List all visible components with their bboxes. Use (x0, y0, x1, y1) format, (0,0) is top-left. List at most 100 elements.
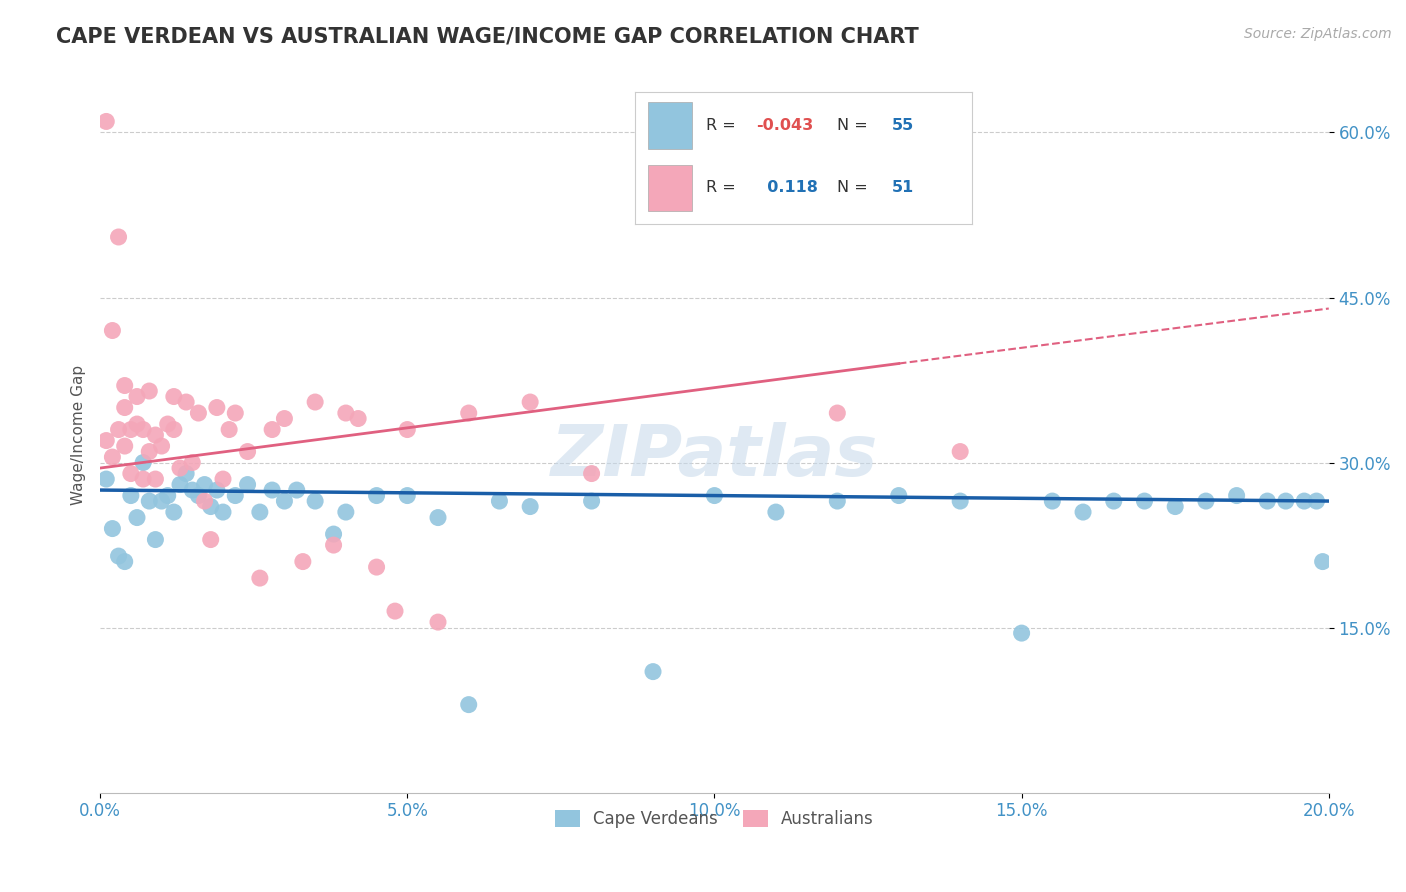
Point (96, 434, 118, 448)
Point (1312, 555, 1334, 569)
Point (156, 489, 179, 503)
Point (1256, 494, 1278, 508)
Point (703, 489, 725, 503)
Point (107, 423, 129, 437)
Point (174, 395, 197, 409)
Point (224, 489, 246, 503)
Point (827, 494, 849, 508)
Text: Source: ZipAtlas.com: Source: ZipAtlas.com (1244, 27, 1392, 41)
Point (488, 494, 510, 508)
Point (262, 483, 284, 497)
Point (1274, 494, 1296, 508)
Point (519, 395, 541, 409)
Point (125, 417, 148, 431)
Point (145, 428, 167, 442)
Point (107, 230, 129, 244)
Point (1133, 494, 1156, 508)
Point (457, 406, 479, 420)
Point (187, 489, 209, 503)
Point (193, 494, 215, 508)
Point (132, 423, 155, 437)
Point (457, 698, 479, 712)
Point (765, 505, 787, 519)
Point (181, 483, 204, 497)
Point (200, 500, 222, 514)
Point (138, 444, 160, 458)
Point (224, 406, 246, 420)
Point (101, 522, 124, 536)
Point (236, 444, 259, 458)
Point (114, 439, 136, 453)
Point (114, 378, 136, 392)
Text: ZIPatlas: ZIPatlas (551, 422, 879, 491)
Point (1305, 494, 1327, 508)
Point (519, 500, 541, 514)
Point (285, 483, 308, 497)
Point (1040, 494, 1063, 508)
Point (1164, 500, 1187, 514)
Point (949, 444, 972, 458)
Point (304, 494, 326, 508)
Point (384, 604, 406, 618)
Point (156, 417, 179, 431)
Point (107, 549, 129, 563)
Point (249, 505, 271, 519)
Point (125, 390, 148, 404)
Point (1071, 505, 1094, 519)
Point (304, 395, 326, 409)
Point (132, 472, 155, 486)
Point (291, 555, 314, 569)
Point (120, 489, 142, 503)
Point (1294, 494, 1316, 508)
Point (96, 472, 118, 486)
Point (322, 527, 344, 541)
Legend: Cape Verdeans, Australians: Cape Verdeans, Australians (548, 803, 880, 834)
Point (205, 483, 228, 497)
Point (205, 401, 228, 415)
Point (181, 456, 204, 470)
Point (101, 324, 124, 338)
Point (200, 533, 222, 547)
Point (322, 538, 344, 552)
Point (335, 505, 357, 519)
Point (132, 456, 155, 470)
Point (138, 384, 160, 398)
Point (641, 665, 664, 679)
Point (366, 560, 388, 574)
Point (949, 494, 972, 508)
Point (347, 411, 370, 425)
Point (174, 467, 197, 481)
Point (581, 494, 603, 508)
Point (114, 401, 136, 415)
Point (581, 467, 603, 481)
Point (125, 510, 148, 524)
Point (120, 467, 142, 481)
Point (366, 489, 388, 503)
Point (163, 423, 186, 437)
Point (218, 423, 240, 437)
Point (101, 450, 124, 464)
Point (236, 477, 259, 491)
Point (163, 390, 186, 404)
Point (1226, 489, 1249, 503)
Point (169, 477, 191, 491)
Point (138, 494, 160, 508)
Point (827, 406, 849, 420)
Text: CAPE VERDEAN VS AUSTRALIAN WAGE/INCOME GAP CORRELATION CHART: CAPE VERDEAN VS AUSTRALIAN WAGE/INCOME G… (56, 27, 920, 46)
Point (169, 461, 191, 475)
Point (335, 406, 357, 420)
Point (114, 555, 136, 569)
Point (163, 505, 186, 519)
Point (212, 505, 235, 519)
Point (249, 571, 271, 585)
Point (427, 615, 450, 629)
Point (212, 472, 235, 486)
Point (396, 489, 419, 503)
Point (1102, 494, 1125, 508)
Point (887, 489, 910, 503)
Point (262, 423, 284, 437)
Point (427, 510, 450, 524)
Point (273, 494, 295, 508)
Point (145, 472, 167, 486)
Point (150, 494, 173, 508)
